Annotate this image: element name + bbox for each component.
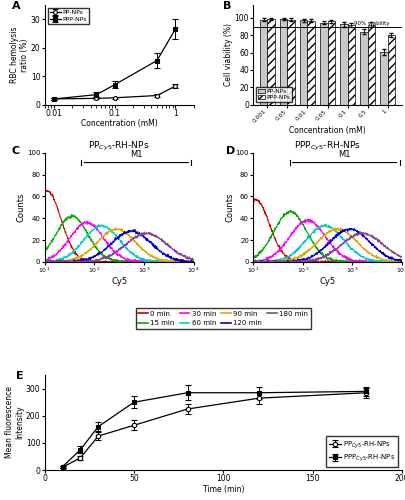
X-axis label: Cy5: Cy5 (319, 276, 335, 285)
Bar (307, 20, 314, 104)
X-axis label: Concentration (mM): Concentration (mM) (288, 126, 365, 134)
Bar (379, 52, 387, 104)
Legend: PP-NPs, PPP-NPs: PP-NPs, PPP-NPs (48, 8, 89, 24)
Text: 90% viability: 90% viability (353, 21, 389, 26)
Bar (339, 24, 347, 104)
Y-axis label: Mean fluorescence
Intensity: Mean fluorescence Intensity (5, 386, 24, 458)
Text: C: C (12, 146, 20, 156)
Text: B: B (223, 1, 231, 11)
Text: A: A (12, 1, 21, 11)
Bar (287, 20, 294, 104)
Text: D: D (226, 146, 235, 156)
Bar (347, 25, 354, 104)
Bar (299, 20, 307, 104)
Legend: PP$_{Cy5}$-RH-NPs, PPP$_{Cy5}$-RH-NPs: PP$_{Cy5}$-RH-NPs, PPP$_{Cy5}$-RH-NPs (325, 436, 397, 466)
Bar (367, 25, 374, 104)
X-axis label: Cy5: Cy5 (111, 276, 127, 285)
Legend: PP-NPs, PPP-NPs: PP-NPs, PPP-NPs (256, 87, 292, 102)
Bar (359, 32, 367, 104)
Bar (279, 19, 287, 104)
Y-axis label: RBC hemolysis
ratio (%): RBC hemolysis ratio (%) (10, 26, 29, 83)
Text: M1: M1 (130, 150, 142, 160)
Legend: 0 min, 15 min, 30 min, 60 min, 90 min, 120 min, 180 min: 0 min, 15 min, 30 min, 60 min, 90 min, 1… (135, 308, 310, 329)
Title: PP$_{Cy5}$-RH-NPs: PP$_{Cy5}$-RH-NPs (88, 140, 149, 152)
Bar (319, 23, 327, 104)
Y-axis label: Cell viability (%): Cell viability (%) (224, 24, 232, 86)
Text: E: E (16, 372, 23, 382)
Text: M1: M1 (338, 150, 350, 160)
Bar (267, 20, 274, 104)
Bar (259, 20, 267, 104)
Bar (387, 36, 394, 104)
X-axis label: Concentration (mM): Concentration (mM) (81, 119, 157, 128)
Bar (327, 22, 334, 104)
X-axis label: Time (min): Time (min) (202, 484, 243, 494)
Y-axis label: Counts: Counts (17, 192, 26, 222)
Title: PPP$_{Cy5}$-RH-NPs: PPP$_{Cy5}$-RH-NPs (294, 140, 360, 152)
Y-axis label: Counts: Counts (224, 192, 233, 222)
